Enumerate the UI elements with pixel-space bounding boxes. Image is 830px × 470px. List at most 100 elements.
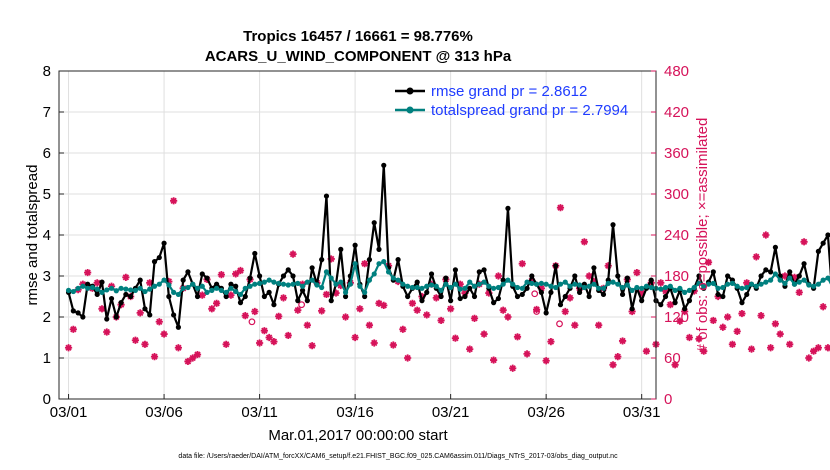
spread-marker xyxy=(639,285,645,291)
spread-marker xyxy=(132,287,139,293)
spread-marker xyxy=(514,284,521,291)
x-tick-label: 03/11 xyxy=(241,404,277,421)
obs-assimilated-marker xyxy=(724,313,732,321)
rmse-marker xyxy=(462,293,468,300)
rmse-marker xyxy=(658,302,664,308)
rmse-marker xyxy=(381,162,387,168)
obs-assimilated-marker xyxy=(580,238,588,246)
rmse-marker xyxy=(376,246,382,252)
rmse-marker xyxy=(424,289,430,295)
obs-assimilated-marker xyxy=(365,321,374,329)
rmse-marker xyxy=(820,240,826,246)
spread-marker xyxy=(338,279,344,285)
rmse-marker xyxy=(223,293,229,300)
spread-marker xyxy=(576,282,583,288)
obs-assimilated-marker xyxy=(260,327,268,335)
rmse-marker xyxy=(252,250,258,257)
x-axis-label: Mar.01,2017 00:00:00 start xyxy=(268,427,448,444)
spread-marker xyxy=(342,289,349,295)
spread-marker xyxy=(720,284,726,291)
obs-assimilated-marker xyxy=(131,336,140,344)
rmse-marker xyxy=(500,277,506,283)
rmse-marker xyxy=(787,269,793,275)
rmse-marker xyxy=(801,261,807,267)
y2-axis-label: # of obs: o=possible; ×=assimilated xyxy=(694,118,711,353)
rmse-marker xyxy=(261,293,267,300)
rmse-marker xyxy=(495,295,501,302)
rmse-marker xyxy=(419,298,425,304)
spread-marker xyxy=(619,284,626,291)
obs-assimilated-marker xyxy=(456,280,464,288)
spread-marker xyxy=(744,284,750,291)
obs-assimilated-marker xyxy=(332,289,340,297)
spread-marker xyxy=(80,283,86,289)
spread-marker xyxy=(113,288,119,294)
spread-marker xyxy=(381,259,387,265)
spread-marker xyxy=(108,285,115,291)
obs-assimilated-marker xyxy=(824,344,830,352)
obs-assimilated-marker xyxy=(84,268,92,277)
spread-marker xyxy=(156,281,162,287)
y-tick-label: 1 xyxy=(43,350,51,367)
obs-assimilated-marker xyxy=(294,306,302,314)
rmse-marker xyxy=(371,220,377,226)
spread-marker xyxy=(495,284,501,291)
obs-assimilated-marker xyxy=(657,279,665,287)
obs-assimilated-marker xyxy=(571,321,579,329)
legend-spread-marker xyxy=(406,106,414,114)
obs-assimilated-marker xyxy=(198,291,206,299)
obs-assimilated-marker xyxy=(633,268,641,277)
rmse-marker xyxy=(309,265,315,271)
rmse-marker xyxy=(825,232,830,238)
spread-marker xyxy=(768,277,774,283)
obs-assimilated-marker xyxy=(518,260,526,268)
spread-marker xyxy=(405,283,411,289)
rmse-marker xyxy=(624,275,630,281)
obs-assimilated-marker xyxy=(810,347,818,355)
obs-assimilated-marker xyxy=(466,345,474,353)
obs-assimilated-marker xyxy=(523,350,531,358)
obs-assimilated-marker xyxy=(351,333,359,342)
rmse-marker xyxy=(80,314,86,320)
obs-assimilated-marker xyxy=(122,273,130,281)
rmse-marker xyxy=(199,271,205,277)
rmse-marker xyxy=(137,277,143,283)
obs-assimilated-marker xyxy=(189,354,197,362)
spread-marker xyxy=(691,284,697,291)
rmse-marker xyxy=(600,291,607,298)
spread-marker xyxy=(123,286,129,292)
spread-marker xyxy=(476,281,482,287)
obs-assimilated-marker xyxy=(762,231,770,239)
spread-marker xyxy=(572,281,578,287)
spread-marker xyxy=(600,285,607,291)
rmse-marker xyxy=(639,298,645,304)
rmse-marker xyxy=(672,300,678,306)
rmse-marker xyxy=(290,273,296,279)
obs-assimilated-marker xyxy=(614,353,622,361)
spread-marker xyxy=(500,281,506,287)
spread-marker xyxy=(519,285,525,291)
legend: rmse grand pr = 2.8612 totalspread grand… xyxy=(395,83,628,119)
footnote: data file: /Users/raeder/DAI/ATM_forcXX/… xyxy=(178,453,618,460)
rmse-marker xyxy=(572,273,578,279)
spread-marker xyxy=(562,279,568,285)
obs-assimilated-marker xyxy=(776,330,784,338)
spread-marker xyxy=(648,284,654,291)
obs-assimilated-marker xyxy=(513,333,522,341)
obs-assimilated-marker xyxy=(155,318,163,326)
obs-assimilated-marker xyxy=(423,311,431,319)
spread-marker xyxy=(643,283,650,289)
rmse-marker xyxy=(366,257,373,263)
x-tick-label: 03/16 xyxy=(336,404,374,421)
obs-assimilated-marker xyxy=(771,320,779,328)
spread-marker xyxy=(299,283,306,289)
obs-assimilated-marker xyxy=(255,339,264,347)
spread-marker xyxy=(457,286,463,292)
obs-assimilated-marker xyxy=(504,313,512,321)
spread-marker xyxy=(180,285,186,291)
spread-marker xyxy=(438,287,444,293)
obs-assimilated-marker xyxy=(265,333,273,342)
rmse-marker xyxy=(696,273,702,279)
rmse-marker xyxy=(352,242,358,248)
spread-marker xyxy=(686,287,693,293)
